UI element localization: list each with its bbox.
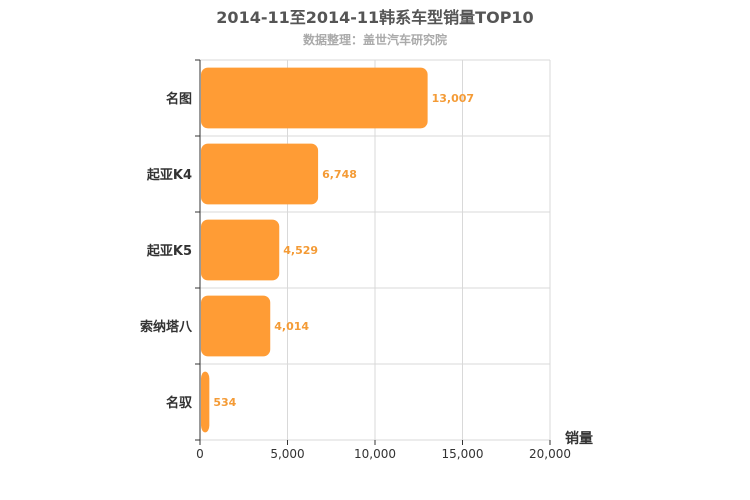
bar bbox=[201, 295, 271, 357]
x-tick-label: 0 bbox=[196, 447, 204, 461]
bar bbox=[201, 371, 210, 433]
x-tick-label: 5,000 bbox=[270, 447, 304, 461]
chart-subtitle: 数据整理：盖世汽车研究院 bbox=[302, 33, 447, 47]
bar bbox=[201, 219, 280, 281]
data-label: 13,007 bbox=[432, 92, 474, 105]
x-axis-title: 销量 bbox=[565, 430, 593, 447]
bar bbox=[201, 143, 319, 205]
category-label: 索纳塔八 bbox=[140, 319, 193, 335]
chart-title: 2014-11至2014-11韩系车型销量TOP10 bbox=[216, 8, 534, 27]
bar bbox=[201, 67, 428, 129]
category-label: 名图 bbox=[166, 91, 192, 107]
data-label: 534 bbox=[213, 396, 236, 409]
data-label: 4,014 bbox=[274, 320, 309, 333]
category-label: 起亚K4 bbox=[146, 167, 192, 183]
bars: 13,007 6,748 4,529 4,014 534 bbox=[201, 67, 474, 433]
x-tick-label: 10,000 bbox=[354, 447, 396, 461]
x-tick-label: 15,000 bbox=[442, 447, 484, 461]
category-label: 起亚K5 bbox=[146, 243, 192, 259]
data-label: 6,748 bbox=[322, 168, 357, 181]
data-label: 4,529 bbox=[283, 244, 318, 257]
x-tick-label: 20,000 bbox=[529, 447, 571, 461]
category-label: 名驭 bbox=[166, 395, 193, 411]
